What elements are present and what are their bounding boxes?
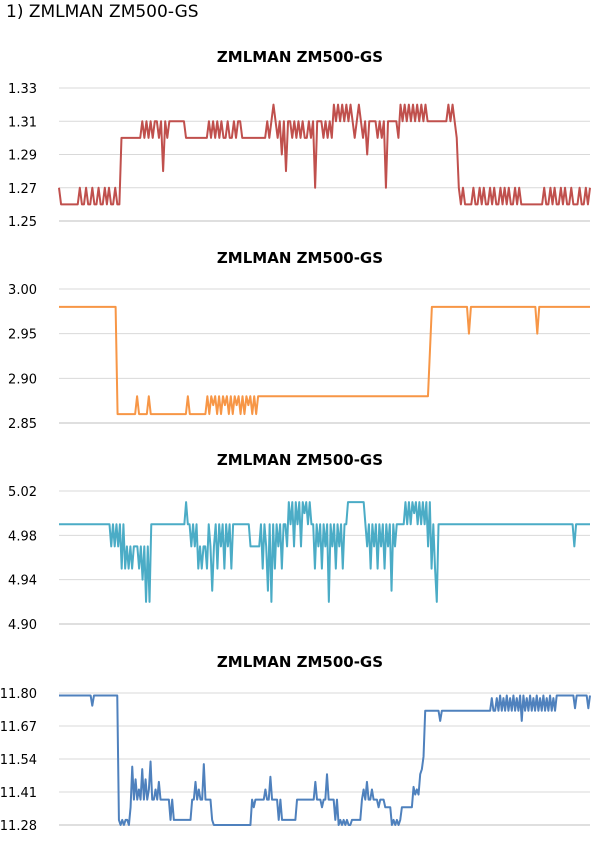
y-tick-label: 11.28 [0,819,37,834]
series-line [58,103,591,206]
section-heading: 1) ZMLMAN ZM500-GS [6,2,199,22]
y-tick-label: 5.02 [8,485,37,500]
chart-2: ZMLMAN ZM500-GS 3.00 2.95 2.90 2.85 [8,249,590,432]
chart-title: ZMLMAN ZM500-GS [217,48,383,66]
y-tick-label: 4.90 [8,618,37,633]
y-tick-label: 4.94 [8,574,37,589]
plot-area: 11.80 11.67 11.54 11.41 11.28 [0,687,591,834]
chart-title: ZMLMAN ZM500-GS [217,653,383,671]
y-tick-label: 11.54 [0,753,37,768]
y-tick-label: 11.80 [0,687,37,702]
chart-3: ZMLMAN ZM500-GS 5.02 4.98 4.94 4.90 [8,451,590,633]
chart-title: ZMLMAN ZM500-GS [217,249,383,267]
series-line [59,501,590,603]
y-tick-label: 3.00 [8,283,37,298]
series-line [59,305,590,416]
plot-area: 5.02 4.98 4.94 4.90 [8,485,590,633]
y-tick-label: 1.31 [8,115,37,130]
y-tick-label: 4.98 [8,529,37,544]
chart-title: ZMLMAN ZM500-GS [217,451,383,469]
y-tick-label: 1.25 [8,215,37,230]
y-tick-label: 2.85 [8,417,37,432]
y-tick-label: 11.41 [0,786,37,801]
series-line [59,694,591,826]
chart-1: ZMLMAN ZM500-GS 1.33 1.31 1.29 1.27 1.25 [8,48,591,230]
plot-area: 3.00 2.95 2.90 2.85 [8,283,590,432]
y-tick-label: 1.33 [8,82,37,97]
y-tick-label: 2.95 [8,328,37,343]
y-tick-label: 1.29 [8,149,37,164]
y-tick-label: 11.67 [0,720,37,735]
plot-area: 1.33 1.31 1.29 1.27 1.25 [8,82,591,230]
y-tick-label: 2.90 [8,372,37,387]
chart-4: ZMLMAN ZM500-GS 11.80 11.67 11.54 11.41 11.2… [0,653,591,834]
y-tick-label: 1.27 [8,182,37,197]
